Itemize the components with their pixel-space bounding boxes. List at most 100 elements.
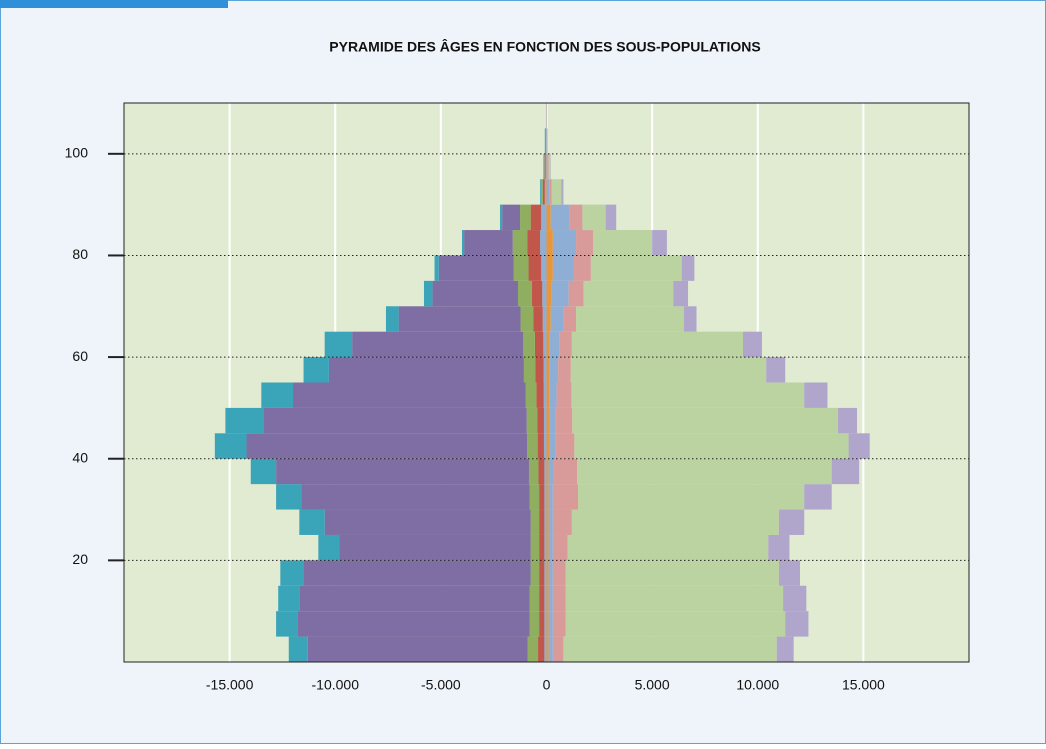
bar-segment — [553, 255, 574, 280]
bar-segment — [652, 230, 667, 255]
bar-segment — [531, 535, 539, 560]
bar-segment — [554, 459, 577, 484]
bar-segment — [832, 459, 859, 484]
bar-segment — [550, 332, 560, 357]
bar-segment — [531, 205, 542, 230]
bar-segment — [538, 433, 544, 458]
bar-segment — [547, 154, 548, 179]
bar-segment — [547, 306, 551, 331]
bar-segment — [544, 408, 547, 433]
bar-segment — [542, 281, 546, 306]
bar-segment — [682, 255, 695, 280]
bar-segment — [532, 281, 543, 306]
bar-segment — [545, 179, 547, 204]
bar-segment — [544, 637, 546, 662]
bar-segment — [399, 306, 521, 331]
bar-segment — [549, 611, 553, 636]
bar-segment — [318, 535, 339, 560]
bar-segment — [325, 332, 352, 357]
bar-segment — [777, 637, 794, 662]
bar-segment — [574, 255, 591, 280]
bar-segment — [552, 179, 562, 204]
bar-segment — [766, 357, 785, 382]
bar-segment — [339, 535, 530, 560]
bar-segment — [553, 535, 568, 560]
bar-segment — [542, 179, 543, 204]
bar-segment — [521, 306, 534, 331]
bar-segment — [576, 230, 593, 255]
bar-segment — [544, 154, 545, 179]
bar-segment — [538, 637, 544, 662]
bar-segment — [543, 306, 547, 331]
bar-segment — [684, 306, 697, 331]
bar-segment — [547, 230, 553, 255]
bar-segment — [582, 205, 605, 230]
bar-segment — [513, 230, 528, 255]
bar-segment — [276, 611, 297, 636]
bar-segment — [571, 383, 804, 408]
x-tick-label: -15.000 — [206, 677, 254, 693]
bar-segment — [293, 383, 526, 408]
bar-segment — [558, 357, 571, 382]
bar-segment — [439, 255, 514, 280]
bar-segment — [549, 484, 553, 509]
bar-segment — [500, 205, 502, 230]
bar-segment — [768, 535, 789, 560]
bar-segment — [544, 484, 546, 509]
bar-segment — [386, 306, 399, 331]
x-tick-label: 5.000 — [635, 677, 670, 693]
y-tick-label: 20 — [72, 551, 88, 567]
bar-segment — [544, 586, 546, 611]
bar-segment — [518, 281, 532, 306]
bar-segment — [530, 586, 540, 611]
x-tick-label: 15.000 — [842, 677, 885, 693]
bar-segment — [278, 586, 299, 611]
bar-segment — [533, 306, 543, 331]
bar-segment — [539, 611, 544, 636]
bar-segment — [547, 408, 550, 433]
bar-segment — [280, 560, 303, 585]
bar-segment — [547, 560, 549, 585]
bar-segment — [551, 306, 564, 331]
bar-segment — [549, 433, 555, 458]
bar-segment — [530, 611, 540, 636]
bar-segment — [543, 332, 546, 357]
bar-segment — [526, 383, 537, 408]
bar-segment — [527, 433, 538, 458]
bar-segment — [568, 535, 769, 560]
bar-segment — [572, 332, 743, 357]
bar-segment — [563, 637, 776, 662]
bar-segment — [553, 484, 578, 509]
bar-segment — [551, 205, 570, 230]
bar-segment — [544, 510, 546, 535]
bar-segment — [432, 281, 518, 306]
bar-segment — [523, 332, 535, 357]
bar-segment — [541, 255, 546, 280]
bar-segment — [215, 433, 247, 458]
bar-segment — [577, 459, 832, 484]
bar-segment — [549, 535, 553, 560]
bar-segment — [289, 637, 308, 662]
y-tick-label: 100 — [65, 145, 89, 161]
bar-segment — [540, 230, 546, 255]
bar-segment — [549, 459, 554, 484]
x-tick-label: -10.000 — [312, 677, 360, 693]
bar-segment — [531, 560, 539, 585]
bar-segment — [561, 179, 563, 204]
bar-segment — [555, 408, 572, 433]
bar-segment — [225, 408, 263, 433]
bar-segment — [673, 281, 688, 306]
bar-segment — [464, 230, 513, 255]
bar-segment — [538, 459, 544, 484]
bar-segment — [544, 535, 546, 560]
bar-segment — [352, 332, 523, 357]
bar-segment — [514, 255, 529, 280]
bar-segment — [524, 357, 536, 382]
bar-segment — [502, 205, 520, 230]
y-tick-label: 40 — [72, 449, 88, 465]
bar-segment — [547, 459, 549, 484]
bar-segment — [578, 484, 804, 509]
x-tick-label: -5.000 — [421, 677, 461, 693]
